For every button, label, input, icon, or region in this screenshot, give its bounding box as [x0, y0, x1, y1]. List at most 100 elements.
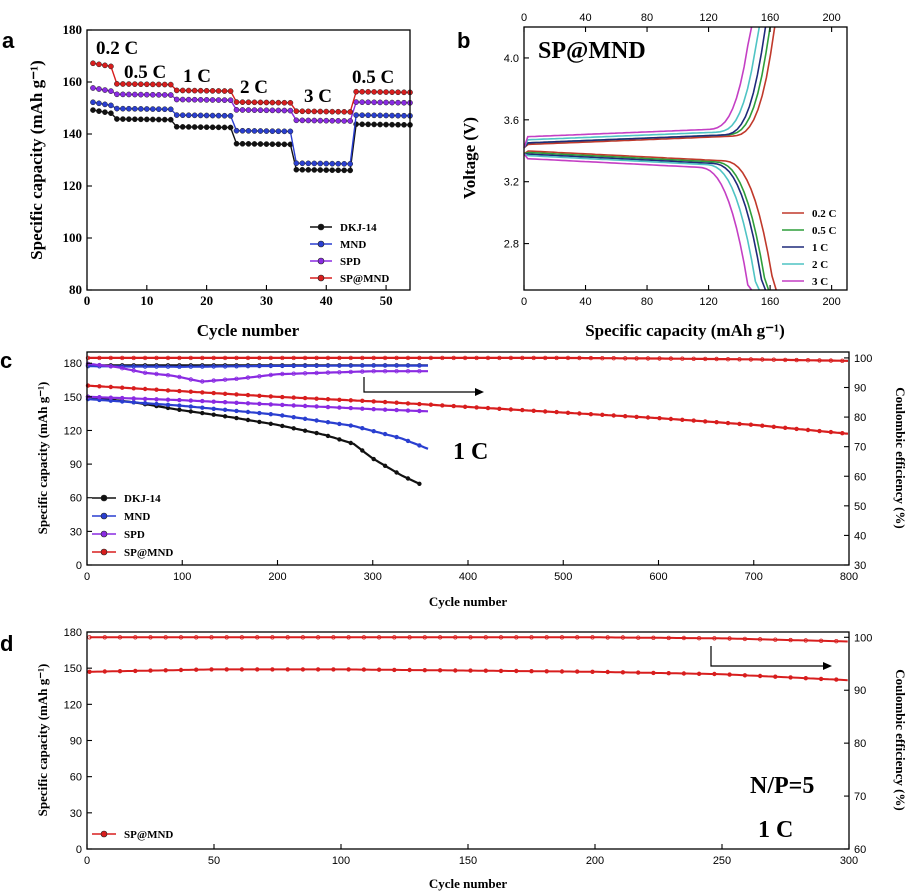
capacity-point-sp-mnd — [325, 397, 331, 402]
efficiency-point-spd — [119, 366, 125, 371]
capacity-point-sp-mnd — [828, 429, 834, 435]
point-mnd — [143, 106, 150, 112]
capacity-point-sp-mnd — [348, 398, 353, 403]
panel-c-letter: c — [0, 348, 12, 373]
efficiency-point-spd — [394, 369, 399, 374]
point-dkj-14 — [389, 121, 395, 128]
capacity-point-sp-mnd — [696, 671, 702, 676]
point-spd — [90, 85, 96, 91]
capacity-point-sp-mnd — [498, 668, 504, 674]
point-dkj-14 — [161, 116, 168, 123]
capacity-point-sp-mnd — [394, 400, 399, 405]
panel-c-y2-tick-label: 80 — [854, 412, 866, 424]
capacity-point-spd — [142, 396, 148, 402]
point-sp-mnd — [395, 89, 401, 96]
panel-b-x-bottom-tick-label: 160 — [761, 296, 779, 308]
efficiency-point-spd — [234, 376, 239, 381]
capacity-point-sp-mnd — [657, 416, 662, 421]
panel-d-y2-tick-label: 100 — [854, 632, 872, 644]
point-dkj-14 — [329, 167, 336, 174]
panel-b-x-top-tick-label: 160 — [761, 12, 779, 24]
point-dkj-14 — [203, 124, 210, 131]
point-mnd — [323, 160, 330, 167]
panel-a-legend-label-mnd: MND — [340, 239, 366, 251]
point-spd — [323, 117, 330, 124]
capacity-point-sp-mnd — [361, 667, 367, 672]
point-mnd — [215, 112, 222, 119]
capacity-point-mnd — [382, 431, 388, 437]
panel-c-y2-tick-label: 50 — [854, 501, 866, 513]
efficiency-point-sp-mnd — [645, 356, 651, 361]
panel-c-y2-tick-label: 90 — [854, 383, 866, 395]
panel-b-x-label: Specific capacity (mAh g⁻¹) — [585, 321, 785, 340]
point-mnd — [275, 128, 282, 135]
panel-c-legend-marker-sp-mnd — [100, 548, 108, 556]
capacity-point-dkj-14 — [405, 476, 411, 481]
panel-a-x-tick-label: 0 — [84, 293, 91, 308]
efficiency-point-sp-mnd — [760, 357, 765, 362]
efficiency-point-spd — [405, 369, 411, 374]
capacity-point-sp-mnd — [234, 392, 239, 397]
point-mnd — [173, 112, 180, 118]
efficiency-point-sp-mnd — [361, 635, 367, 640]
capacity-point-sp-mnd — [600, 412, 605, 417]
capacity-point-dkj-14 — [314, 430, 319, 436]
rate-label-1c: 1 C — [183, 66, 211, 87]
capacity-point-sp-mnd — [117, 669, 123, 674]
capacity-point-sp-mnd — [453, 668, 458, 673]
capacity-point-sp-mnd — [737, 421, 742, 427]
capacity-point-sp-mnd — [725, 420, 731, 426]
efficiency-point-spd — [291, 371, 296, 376]
point-dkj-14 — [383, 121, 389, 128]
point-dkj-14 — [275, 141, 282, 148]
point-spd — [132, 91, 138, 98]
point-mnd — [155, 106, 162, 112]
capacity-point-mnd — [325, 420, 331, 425]
capacity-point-sp-mnd — [382, 399, 388, 405]
panel-c-y-label: Specific capacity (mAh g⁻¹) — [35, 382, 50, 535]
panel-a-legend-marker-spd — [317, 257, 325, 265]
panel-c-y-tick-label: 120 — [64, 425, 82, 437]
panel-c-y2-tick-label: 100 — [854, 353, 872, 365]
panel-d-x-tick-label: 50 — [208, 855, 220, 867]
panel-a-letter: a — [2, 28, 15, 53]
point-spd — [389, 99, 395, 106]
point-dkj-14 — [245, 141, 252, 147]
point-dkj-14 — [137, 116, 144, 123]
capacity-point-sp-mnd — [440, 403, 445, 408]
capacity-point-sp-mnd — [788, 675, 793, 680]
efficiency-point-mnd — [222, 364, 228, 369]
efficiency-point-mnd — [394, 363, 399, 368]
point-sp-mnd — [347, 109, 354, 115]
efficiency-point-sp-mnd — [291, 355, 296, 361]
efficiency-point-sp-mnd — [178, 635, 184, 640]
capacity-point-mnd — [337, 421, 342, 427]
point-sp-mnd — [179, 87, 186, 94]
capacity-point-sp-mnd — [620, 670, 626, 675]
point-mnd — [137, 106, 144, 112]
point-spd — [143, 91, 150, 98]
efficiency-point-mnd — [234, 364, 239, 369]
capacity-point-dkj-14 — [360, 448, 365, 453]
efficiency-point-sp-mnd — [117, 635, 123, 640]
point-spd — [179, 96, 186, 103]
panel-c-legend-label-spd: SPD — [124, 529, 145, 541]
point-spd — [281, 107, 288, 114]
capacity-point-mnd — [222, 407, 228, 412]
efficiency-point-sp-mnd — [657, 356, 662, 361]
point-spd — [341, 118, 348, 124]
efficiency-point-spd — [360, 369, 365, 374]
point-dkj-14 — [191, 124, 198, 130]
panel-a-legend-marker-dkj-14 — [317, 223, 325, 231]
efficiency-point-mnd — [154, 364, 159, 369]
point-dkj-14 — [132, 116, 138, 123]
capacity-point-dkj-14 — [394, 470, 399, 475]
panel-b-x-bottom-tick-label: 40 — [579, 296, 591, 308]
capacity-point-mnd — [405, 438, 411, 444]
point-mnd — [191, 112, 198, 119]
point-dkj-14 — [359, 121, 365, 128]
capacity-point-sp-mnd — [209, 667, 214, 672]
point-sp-mnd — [132, 81, 138, 87]
panel-d-y-label: Specific capacity (mAh g⁻¹) — [35, 664, 50, 817]
point-sp-mnd — [143, 81, 150, 88]
